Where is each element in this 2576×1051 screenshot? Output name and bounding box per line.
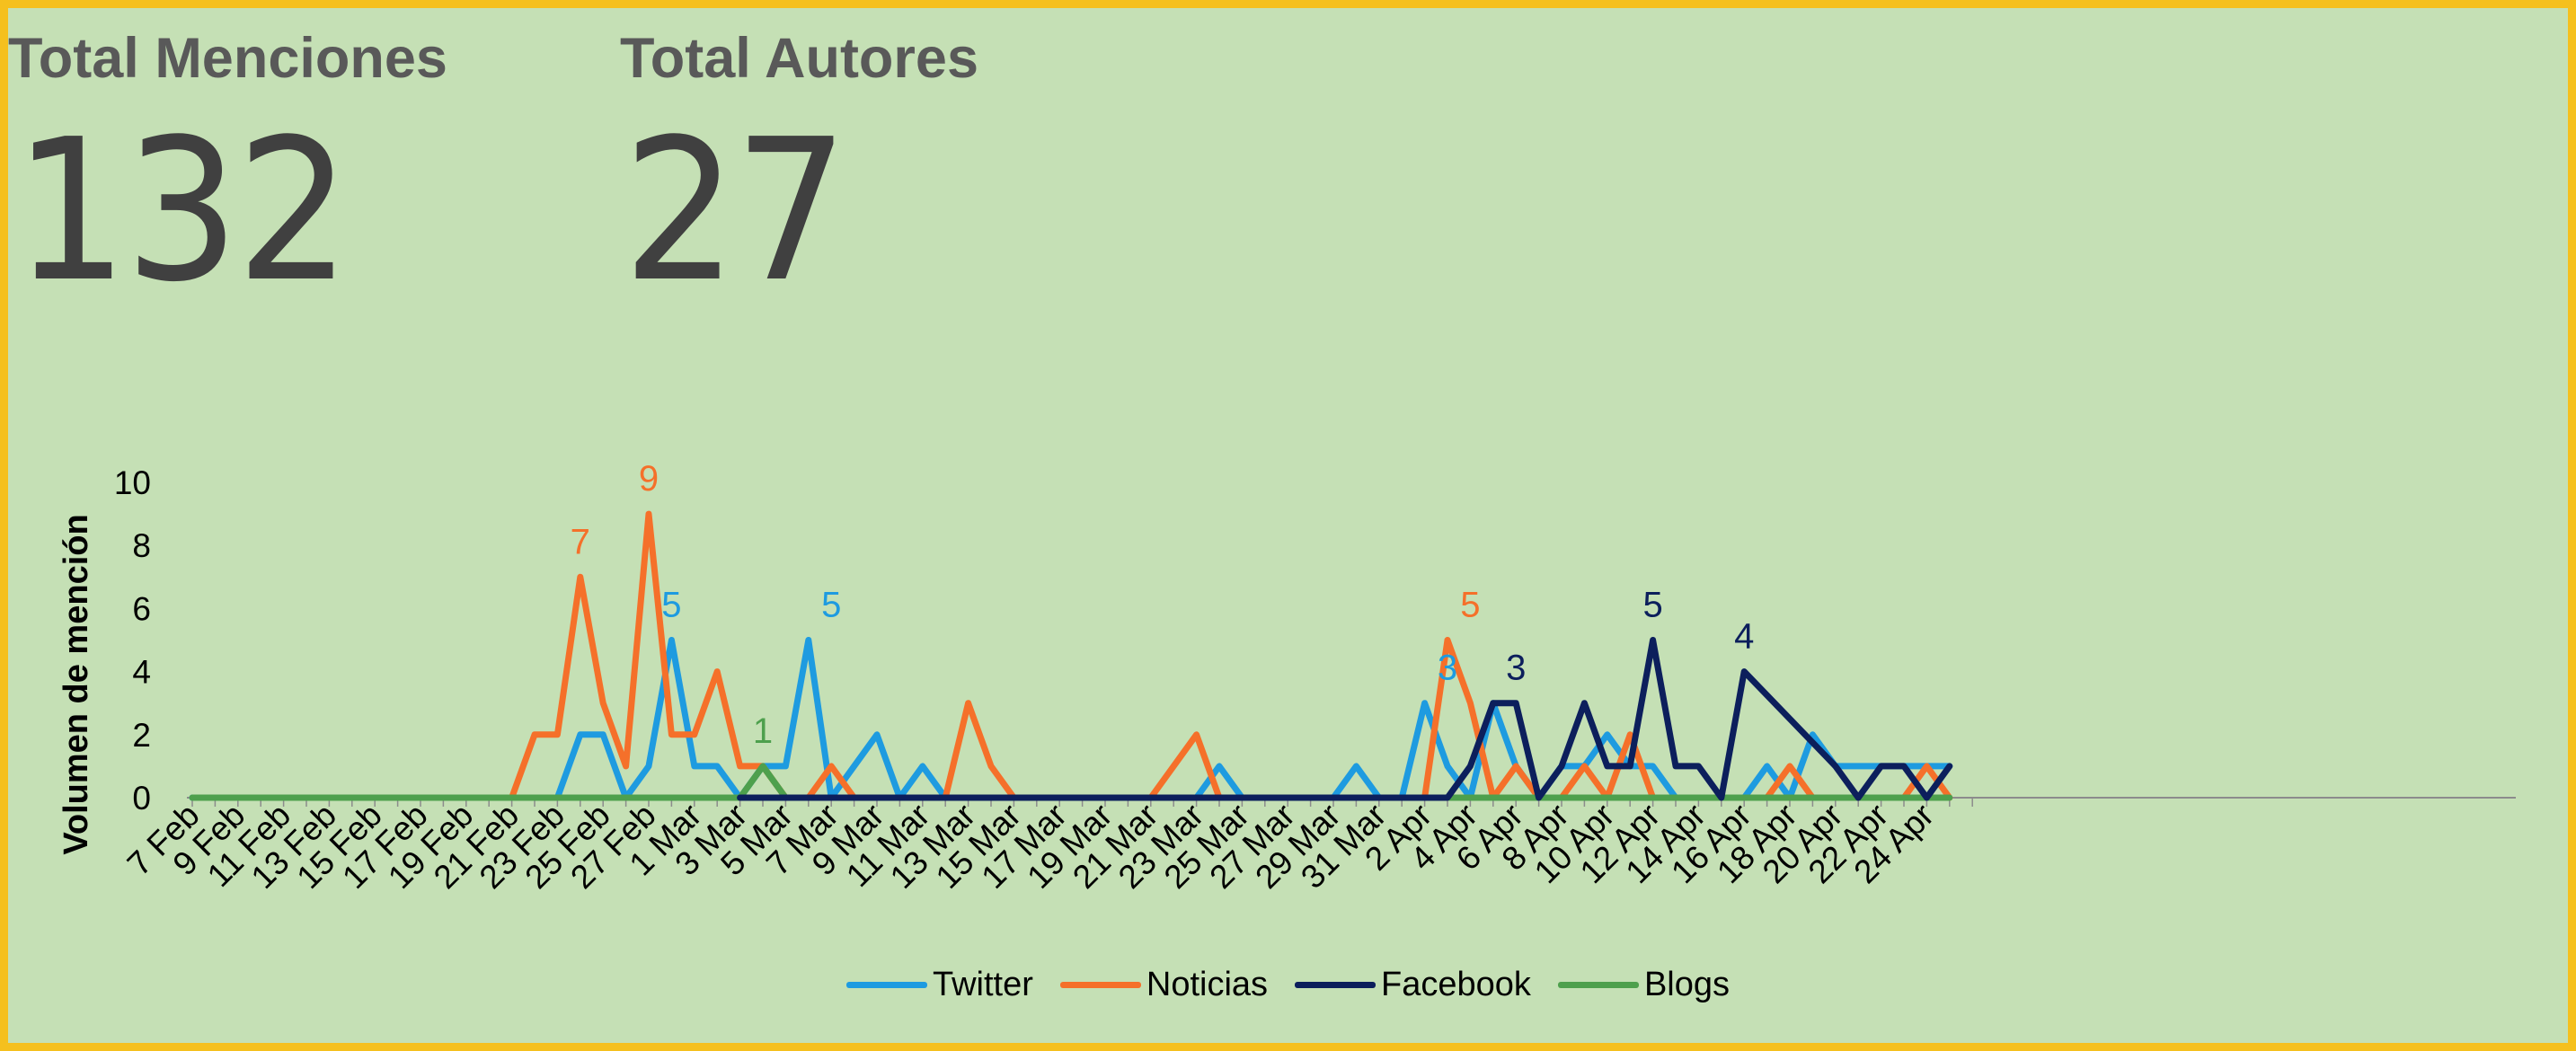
y-tick-label: 10 [114, 464, 151, 501]
chart-legend: Twitter Noticias Facebook Blogs [0, 966, 2576, 1004]
data-label-facebook: 3 [1506, 649, 1526, 688]
y-axis-title: Volumen de mención [58, 514, 95, 854]
total-autores-label: Total Autores [620, 27, 979, 90]
total-menciones-label: Total Menciones [8, 27, 447, 90]
data-label-blogs: 1 [753, 711, 773, 751]
data-label-twitter: 5 [661, 586, 681, 625]
legend-item-noticias[interactable]: Noticias [1059, 966, 1269, 1004]
legend-swatch-noticias [1059, 982, 1141, 988]
y-tick-label: 8 [132, 527, 151, 564]
series-line-facebook [737, 637, 1953, 801]
y-tick-label: 4 [132, 654, 151, 691]
legend-item-blogs[interactable]: Blogs [1557, 966, 1730, 1004]
legend-label-twitter: Twitter [932, 966, 1033, 1003]
legend-item-facebook[interactable]: Facebook [1295, 966, 1531, 1004]
series-line-blogs [189, 763, 1953, 801]
legend-label-noticias: Noticias [1146, 966, 1269, 1003]
data-label-noticias: 7 [571, 522, 590, 561]
legend-swatch-facebook [1295, 982, 1377, 988]
legend-swatch-twitter [845, 982, 927, 988]
data-label-noticias: 9 [639, 459, 659, 499]
legend-item-twitter[interactable]: Twitter [845, 966, 1033, 1004]
total-autores-value: 27 [623, 98, 849, 325]
data-label-twitter: 5 [821, 586, 841, 625]
legend-swatch-blogs [1557, 982, 1639, 988]
y-tick-label: 0 [132, 780, 151, 817]
total-menciones-value: 132 [13, 98, 350, 325]
legend-label-facebook: Facebook [1381, 966, 1531, 1003]
data-label-facebook: 5 [1642, 586, 1662, 625]
data-label-noticias: 5 [1460, 586, 1480, 625]
legend-label-blogs: Blogs [1643, 966, 1730, 1003]
data-label-twitter: 3 [1438, 649, 1457, 688]
y-tick-label: 2 [132, 717, 151, 754]
y-tick-label: 6 [132, 590, 151, 627]
series-line-twitter [189, 637, 1953, 801]
data-label-facebook: 4 [1734, 617, 1754, 657]
